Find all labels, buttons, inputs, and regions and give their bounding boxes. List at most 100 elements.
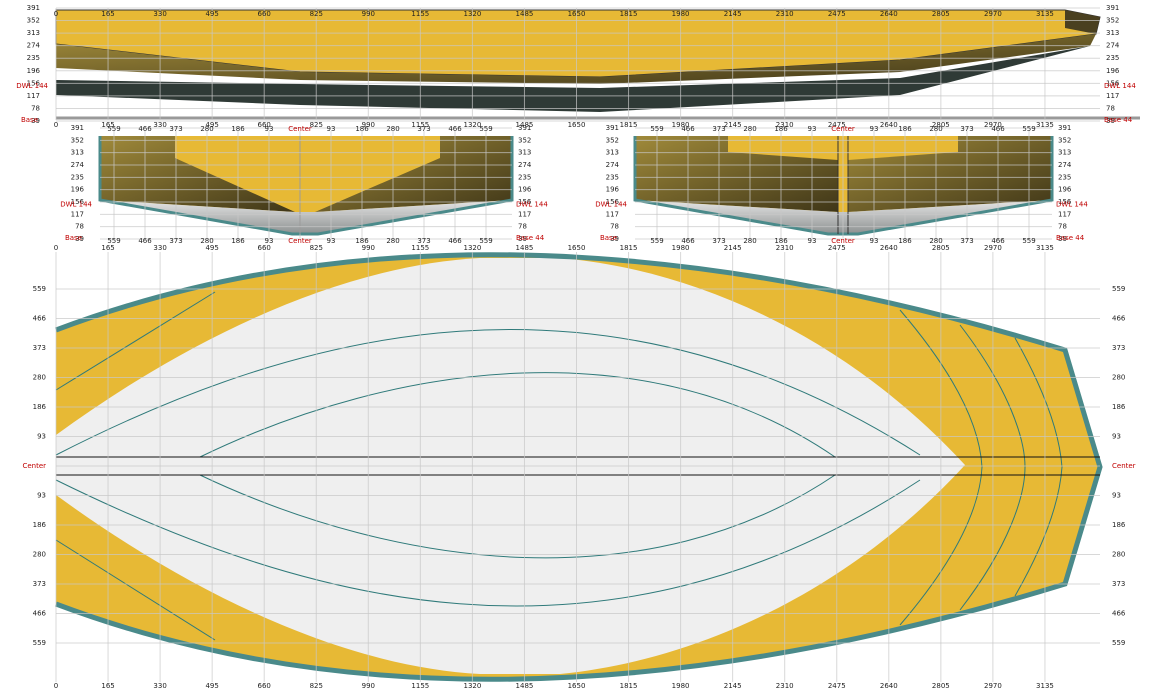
axis-label: 93 (1112, 492, 1121, 500)
axis-label: 235 (1058, 173, 1071, 181)
axis-label: 117 (518, 210, 531, 218)
axis-label: 235 (606, 173, 619, 181)
axis-label: 352 (518, 136, 531, 144)
axis-label: 280 (929, 125, 942, 133)
axis-label: DWL 144 (516, 200, 548, 208)
axis-label: 1815 (620, 244, 638, 252)
axis-label: 1650 (568, 121, 586, 129)
axis-label: 2475 (828, 10, 846, 18)
axis-label: 2640 (880, 10, 898, 18)
axis-label: 313 (71, 149, 84, 157)
plan-outline (55, 252, 1103, 682)
axis-label: 660 (258, 10, 271, 18)
axis-label: Base (21, 116, 38, 124)
axis-label: 186 (355, 237, 369, 245)
axis-label: 391 (1106, 4, 1119, 12)
axis-label: 78 (1106, 104, 1115, 112)
axis-label: 186 (1112, 403, 1126, 411)
axis-label: 373 (169, 237, 182, 245)
axis-label: 93 (870, 237, 879, 245)
axis-label: 352 (1106, 17, 1119, 25)
axis-label: 2970 (984, 244, 1002, 252)
axis-label: 559 (650, 237, 663, 245)
axis-label: 280 (1112, 551, 1125, 559)
axis-label: 990 (362, 10, 375, 18)
axis-label: 156 (1106, 79, 1120, 87)
axis-label: 186 (355, 125, 369, 133)
axis-label: 330 (153, 121, 166, 129)
axis-label: 373 (1112, 344, 1125, 352)
axis-label: Base (600, 234, 617, 242)
axis-label: 313 (518, 149, 531, 157)
axis-label: 280 (1112, 374, 1125, 382)
axis-label: 117 (71, 210, 84, 218)
axis-label: 1155 (411, 10, 429, 18)
axis-label: 2310 (776, 121, 794, 129)
axis-label: 1485 (516, 121, 534, 129)
axis-label: 825 (310, 10, 323, 18)
axis-label: 2475 (828, 682, 846, 690)
axis-label: 352 (1058, 136, 1071, 144)
axis-label: 186 (33, 403, 47, 411)
axis-label: 93 (327, 125, 336, 133)
axis-label: 466 (448, 237, 462, 245)
waterline (55, 479, 921, 607)
axis-label: 990 (362, 244, 375, 252)
axis-label: Base 44 (1056, 234, 1085, 242)
axis-label: 186 (774, 125, 788, 133)
axis-label: 2970 (984, 682, 1002, 690)
axis-label: 0 (54, 10, 58, 18)
axis-label: 2145 (724, 10, 742, 18)
axis-label: 466 (448, 125, 462, 133)
axis-label: 391 (518, 124, 531, 132)
axis-label: 2145 (724, 244, 742, 252)
axis-label: 93 (265, 237, 274, 245)
axis-label: 196 (1106, 67, 1120, 75)
axis-label: 373 (1112, 580, 1125, 588)
axis-label: 495 (205, 10, 218, 18)
axis-label: 825 (310, 121, 323, 129)
axis-label: DWL 144 (1056, 200, 1088, 208)
axis-label: 165 (101, 244, 114, 252)
axis-label: 466 (1112, 315, 1126, 323)
axis-label: 391 (606, 124, 619, 132)
axis-label: 93 (265, 125, 274, 133)
axis-label: 117 (1058, 210, 1071, 218)
axis-label: 186 (898, 237, 912, 245)
axis-label: 39 (1106, 117, 1115, 125)
axis-label: Center (1112, 462, 1136, 470)
axis-label: 3135 (1036, 121, 1054, 129)
axis-label: 93 (808, 125, 817, 133)
axis-label: 559 (107, 237, 120, 245)
axis-label: 352 (71, 136, 84, 144)
axis-label: 2805 (932, 244, 950, 252)
axis-label: 274 (1106, 42, 1120, 50)
axis-label: 2310 (776, 10, 794, 18)
axis-label: 466 (991, 237, 1005, 245)
waterline (199, 372, 836, 458)
axis-label: 78 (518, 223, 527, 231)
axis-label: DWL 144 (1104, 82, 1136, 90)
axis-label: 559 (1112, 639, 1125, 647)
axis-label: 2805 (932, 121, 950, 129)
axis-label: 1155 (411, 682, 429, 690)
axis-label: 352 (27, 17, 40, 25)
section-right-side (848, 136, 1052, 212)
axis-label: 78 (1058, 223, 1067, 231)
axis-label: 186 (1112, 521, 1126, 529)
axis-label: 373 (712, 237, 725, 245)
axis-label: 93 (37, 433, 46, 441)
axis-label: 313 (606, 149, 619, 157)
axis-label: Center (831, 237, 855, 245)
axis-label: 1320 (463, 244, 481, 252)
axis-label: 186 (33, 521, 47, 529)
axis-label: Base 44 (516, 234, 545, 242)
axis-label: 1320 (463, 10, 481, 18)
axis-label: 3135 (1036, 244, 1054, 252)
axis-label: 466 (33, 315, 47, 323)
axis-label: 1650 (568, 682, 586, 690)
axis-label: 313 (27, 29, 40, 37)
axis-label: 373 (960, 125, 973, 133)
axis-label: 93 (1112, 433, 1121, 441)
